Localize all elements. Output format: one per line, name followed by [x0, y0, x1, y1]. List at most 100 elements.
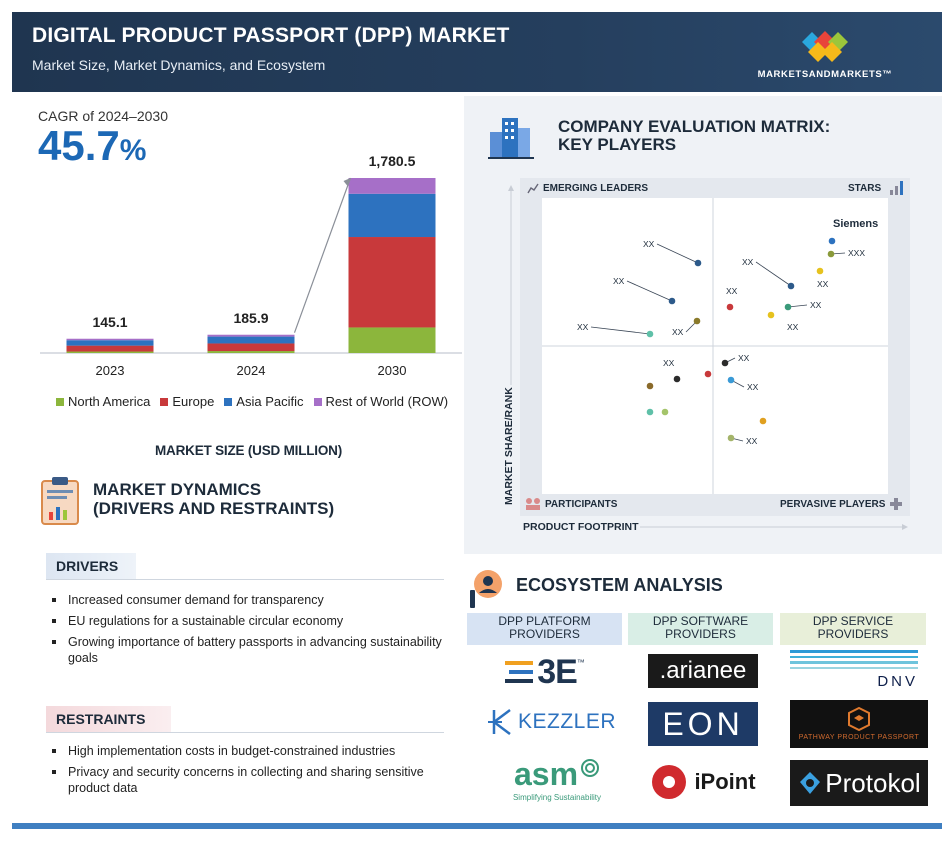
cagr-number: 45.7	[38, 122, 120, 169]
cagr-value: 45.7%	[38, 122, 146, 170]
company-point-label: XX	[726, 286, 738, 296]
company-point	[816, 267, 824, 275]
ecosystem-person-icon	[470, 570, 502, 608]
bar-segment-europe-2024	[207, 343, 295, 352]
vendor-asm-name: asm	[513, 756, 579, 792]
company-point	[787, 282, 795, 290]
vendor-kezzler-logo: KEZZLER	[482, 704, 622, 740]
clipboard-chart-icon	[41, 477, 79, 525]
bar-segment-north-america-2030	[348, 327, 436, 353]
platform-providers-header: DPP PLATFORM PROVIDERS	[467, 613, 622, 645]
chart-title: MARKET SIZE (USD MILLION)	[155, 443, 342, 458]
bar-segment-asia-pacific-2023	[66, 340, 154, 346]
dnv-stripe-2	[790, 655, 918, 658]
vendor-arianee-logo: .arianee	[648, 654, 758, 688]
brand-name: MARKETSANDMARKETS™	[757, 69, 893, 80]
vendor-asm-logo: asm Simplifying Sustainability	[497, 750, 617, 808]
legend-item: North America	[56, 394, 150, 409]
footer-bar	[12, 823, 942, 829]
company-leader-line	[626, 280, 673, 302]
platform-header-line1: DPP PLATFORM	[498, 614, 591, 628]
company-point	[646, 330, 654, 338]
x-tick-label: 2023	[95, 363, 125, 378]
3e-stripes-icon	[505, 661, 534, 683]
buildings-icon	[488, 118, 534, 159]
legend-swatch	[224, 397, 233, 406]
company-point-label: XX	[577, 322, 589, 332]
ipoint-circle-icon	[652, 765, 687, 799]
vendor-3e-logo: 3E ™	[490, 650, 600, 694]
legend-swatch	[313, 397, 322, 406]
company-point	[767, 311, 775, 319]
restraint-item: High implementation costs in budget-cons…	[50, 743, 450, 759]
company-point	[673, 375, 681, 383]
bar-segment-north-america-2023	[66, 351, 154, 353]
legend-item: Europe	[160, 394, 214, 409]
vendor-dnv-name: DNV	[877, 673, 918, 690]
company-point-label: XX	[738, 353, 750, 363]
legend-item: Rest of World (ROW)	[313, 394, 449, 409]
driver-item: Growing importance of battery passports …	[50, 634, 450, 666]
x-tick-label: 2024	[236, 363, 266, 378]
company-leader-line	[656, 243, 699, 264]
company-point-label: XX	[817, 279, 829, 289]
vendor-eon-name: EON	[662, 705, 744, 742]
company-point	[693, 317, 701, 325]
pathway-cube-icon	[848, 707, 870, 731]
company-leader-line	[755, 261, 792, 287]
company-point-label: XX	[787, 322, 799, 332]
bar-segment-asia-pacific-2030	[348, 193, 436, 238]
asm-swirl-icon	[581, 758, 600, 777]
vendor-dnv-logo: DNV	[790, 650, 918, 690]
vendor-protokol-logo: Protokol	[790, 760, 928, 806]
evaluation-matrix-grid	[520, 178, 910, 516]
software-header-line2: PROVIDERS	[665, 627, 736, 641]
participants-icon	[526, 498, 540, 510]
bar-segment-europe-2030	[348, 237, 436, 328]
pervasive-puzzle-icon	[890, 498, 902, 510]
cagr-unit: %	[119, 134, 147, 167]
company-point	[661, 408, 669, 416]
company-point-label: XX	[613, 276, 625, 286]
company-point	[646, 408, 654, 416]
header-banner: DIGITAL PRODUCT PASSPORT (DPP) MARKET Ma…	[12, 12, 942, 92]
company-point-label: XX	[663, 358, 675, 368]
vendor-ipoint-logo: iPoint	[648, 760, 758, 804]
growth-arrow	[293, 177, 352, 333]
vendor-asm-tagline: Simplifying Sustainability	[512, 793, 602, 802]
chart-legend: North America Europe Asia Pacific Rest of W…	[56, 394, 448, 409]
vendor-protokol-name: Protokol	[825, 767, 921, 798]
service-header-line1: DPP SERVICE	[812, 614, 894, 628]
dnv-stripe-1	[790, 650, 918, 653]
growth-arrow-head	[343, 178, 351, 186]
bar-total-label: 185.9	[233, 309, 269, 326]
company-leader-line	[590, 326, 651, 335]
company-point	[784, 303, 792, 311]
company-point-label: XX	[672, 327, 684, 337]
siemens-label: Siemens	[833, 218, 879, 230]
matrix-title-line1: COMPANY EVALUATION MATRIX:	[558, 117, 831, 136]
protokol-drop-icon	[800, 772, 821, 794]
ecosystem-title: ECOSYSTEM ANALYSIS	[516, 575, 723, 595]
bar-segment-europe-2023	[66, 345, 154, 352]
legend-label: Rest of World (ROW)	[325, 394, 449, 409]
stars-bars-icon	[890, 181, 903, 195]
bar-segment-asia-pacific-2024	[207, 336, 295, 344]
diamond-logo-icon	[802, 31, 848, 62]
x-tick-label: 2030	[377, 363, 407, 378]
company-point-label: XX	[810, 300, 822, 310]
vendor-pathway-logo: PATHWAY PRODUCT PASSPORT	[790, 700, 928, 748]
dnv-stripe-4	[790, 666, 918, 669]
company-point	[827, 250, 835, 258]
restraints-tab: RESTRAINTS	[46, 706, 171, 732]
page-title: DIGITAL PRODUCT PASSPORT (DPP) MARKET	[32, 24, 510, 47]
market-dynamics-title: MARKET DYNAMICS (DRIVERS AND RESTRAINTS)	[93, 480, 334, 518]
legend-swatch	[56, 397, 64, 406]
legend-swatch	[160, 397, 169, 406]
driver-item: EU regulations for a sustainable circula…	[50, 613, 450, 629]
company-point-label: XXX	[848, 248, 865, 258]
market-dynamics-title-line2: (DRIVERS AND RESTRAINTS)	[93, 499, 335, 518]
quadrant-pervasive-players: PERVASIVE PLAYERS	[780, 499, 886, 510]
software-header-line1: DPP SOFTWARE	[652, 614, 749, 628]
